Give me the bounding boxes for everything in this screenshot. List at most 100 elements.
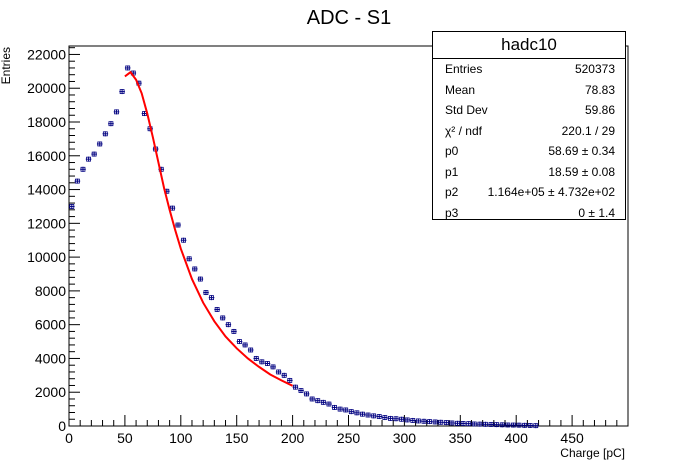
data-point xyxy=(169,205,176,211)
y-tick-label: 4000 xyxy=(35,350,66,366)
stats-key: χ² / ndf xyxy=(445,123,482,138)
stats-row: Mean 78.83 xyxy=(433,80,625,101)
data-point xyxy=(409,417,416,423)
y-tick-label: 18000 xyxy=(27,114,66,130)
data-point xyxy=(499,422,506,428)
stats-row: p3 0 ± 1.4 xyxy=(433,203,625,224)
y-tick-label: 10000 xyxy=(27,249,66,265)
stats-row: χ² / ndf 220.1 / 29 xyxy=(433,121,625,142)
data-point xyxy=(298,388,304,394)
data-point xyxy=(348,409,355,415)
data-point xyxy=(68,203,75,209)
data-point xyxy=(231,328,237,334)
data-point xyxy=(247,347,254,353)
data-point xyxy=(287,377,293,383)
stats-value: 58.69 ± 0.34 xyxy=(548,144,615,158)
data-point xyxy=(426,419,433,425)
data-point xyxy=(382,415,388,421)
data-point xyxy=(404,417,410,423)
data-marks xyxy=(68,65,539,429)
stats-value: 1.164e+05 ± 4.732e+02 xyxy=(487,185,615,199)
y-tick-label: 16000 xyxy=(27,148,66,164)
data-point xyxy=(510,422,517,428)
y-axis-label: Entries xyxy=(0,47,13,84)
data-point xyxy=(516,422,522,428)
x-tick-label: 200 xyxy=(281,430,305,446)
data-point xyxy=(80,166,86,172)
y-tick-label: 8000 xyxy=(35,283,66,299)
y-tick-label: 20000 xyxy=(27,80,66,96)
data-point xyxy=(387,415,394,421)
data-point xyxy=(532,423,539,429)
stats-row: p1 18.59 ± 0.08 xyxy=(433,162,625,183)
stats-value: 78.83 xyxy=(584,82,615,97)
data-point xyxy=(108,121,114,127)
data-point xyxy=(337,406,343,412)
stats-key: p0 xyxy=(445,144,459,158)
stats-row: Std Dev 59.86 xyxy=(433,100,625,121)
data-point xyxy=(309,396,315,402)
stats-key: Entries xyxy=(445,62,483,76)
data-point xyxy=(186,256,192,262)
data-point xyxy=(359,411,366,417)
x-axis-label: Charge [pC] xyxy=(560,446,625,460)
stats-value: 0 ± 1.4 xyxy=(578,205,615,220)
x-tick-label: 150 xyxy=(225,430,249,446)
x-tick-label: 350 xyxy=(449,430,473,446)
x-tick-label: 50 xyxy=(117,430,133,446)
data-point xyxy=(354,410,360,416)
data-point xyxy=(482,421,489,427)
data-point xyxy=(85,156,92,162)
data-point xyxy=(493,422,500,428)
data-point xyxy=(393,416,399,422)
data-point xyxy=(96,141,103,147)
fit-curve xyxy=(124,70,294,387)
data-point xyxy=(113,109,120,115)
x-tick-label: 250 xyxy=(337,430,361,446)
data-point xyxy=(102,131,109,137)
y-tick-label: 6000 xyxy=(35,317,66,333)
stats-value: 18.59 ± 0.08 xyxy=(548,164,615,179)
data-point xyxy=(119,89,125,95)
data-point xyxy=(314,398,321,404)
data-point xyxy=(527,422,533,428)
data-point xyxy=(376,414,383,420)
data-point xyxy=(197,276,204,282)
stats-value: 220.1 / 29 xyxy=(561,123,615,138)
data-point xyxy=(191,266,198,272)
data-point xyxy=(303,391,310,397)
stats-key: p3 xyxy=(445,205,459,220)
data-point xyxy=(208,295,215,301)
stats-key: p2 xyxy=(445,185,459,199)
data-point xyxy=(326,401,332,407)
stats-value: 59.86 xyxy=(584,103,615,117)
data-point xyxy=(465,421,472,427)
data-point xyxy=(203,290,209,296)
data-point xyxy=(443,420,450,426)
stats-rows: Entries 520373 Mean 78.83 Std Dev 59.86 χ² / n… xyxy=(433,59,625,223)
x-tick-label: 400 xyxy=(505,430,529,446)
data-point xyxy=(180,237,187,243)
data-point xyxy=(342,407,349,413)
data-point xyxy=(124,65,131,71)
stats-value: 520373 xyxy=(574,62,615,76)
data-point xyxy=(505,422,511,428)
data-point xyxy=(421,418,427,424)
data-point xyxy=(477,421,483,427)
data-point xyxy=(270,364,276,370)
y-tick-label: 22000 xyxy=(27,46,66,62)
stats-key: Std Dev xyxy=(445,103,488,117)
stats-key: p1 xyxy=(445,164,459,179)
x-tick-label: 300 xyxy=(393,430,417,446)
data-point xyxy=(415,418,422,424)
y-tick-label: 12000 xyxy=(27,215,66,231)
data-point xyxy=(175,222,181,228)
data-point xyxy=(471,421,478,427)
data-point xyxy=(242,342,248,348)
stats-key: Mean xyxy=(445,82,476,97)
x-tick-label: 450 xyxy=(560,430,584,446)
stats-row: Entries 520373 xyxy=(433,59,625,80)
data-point xyxy=(253,355,260,361)
data-point xyxy=(449,420,455,426)
